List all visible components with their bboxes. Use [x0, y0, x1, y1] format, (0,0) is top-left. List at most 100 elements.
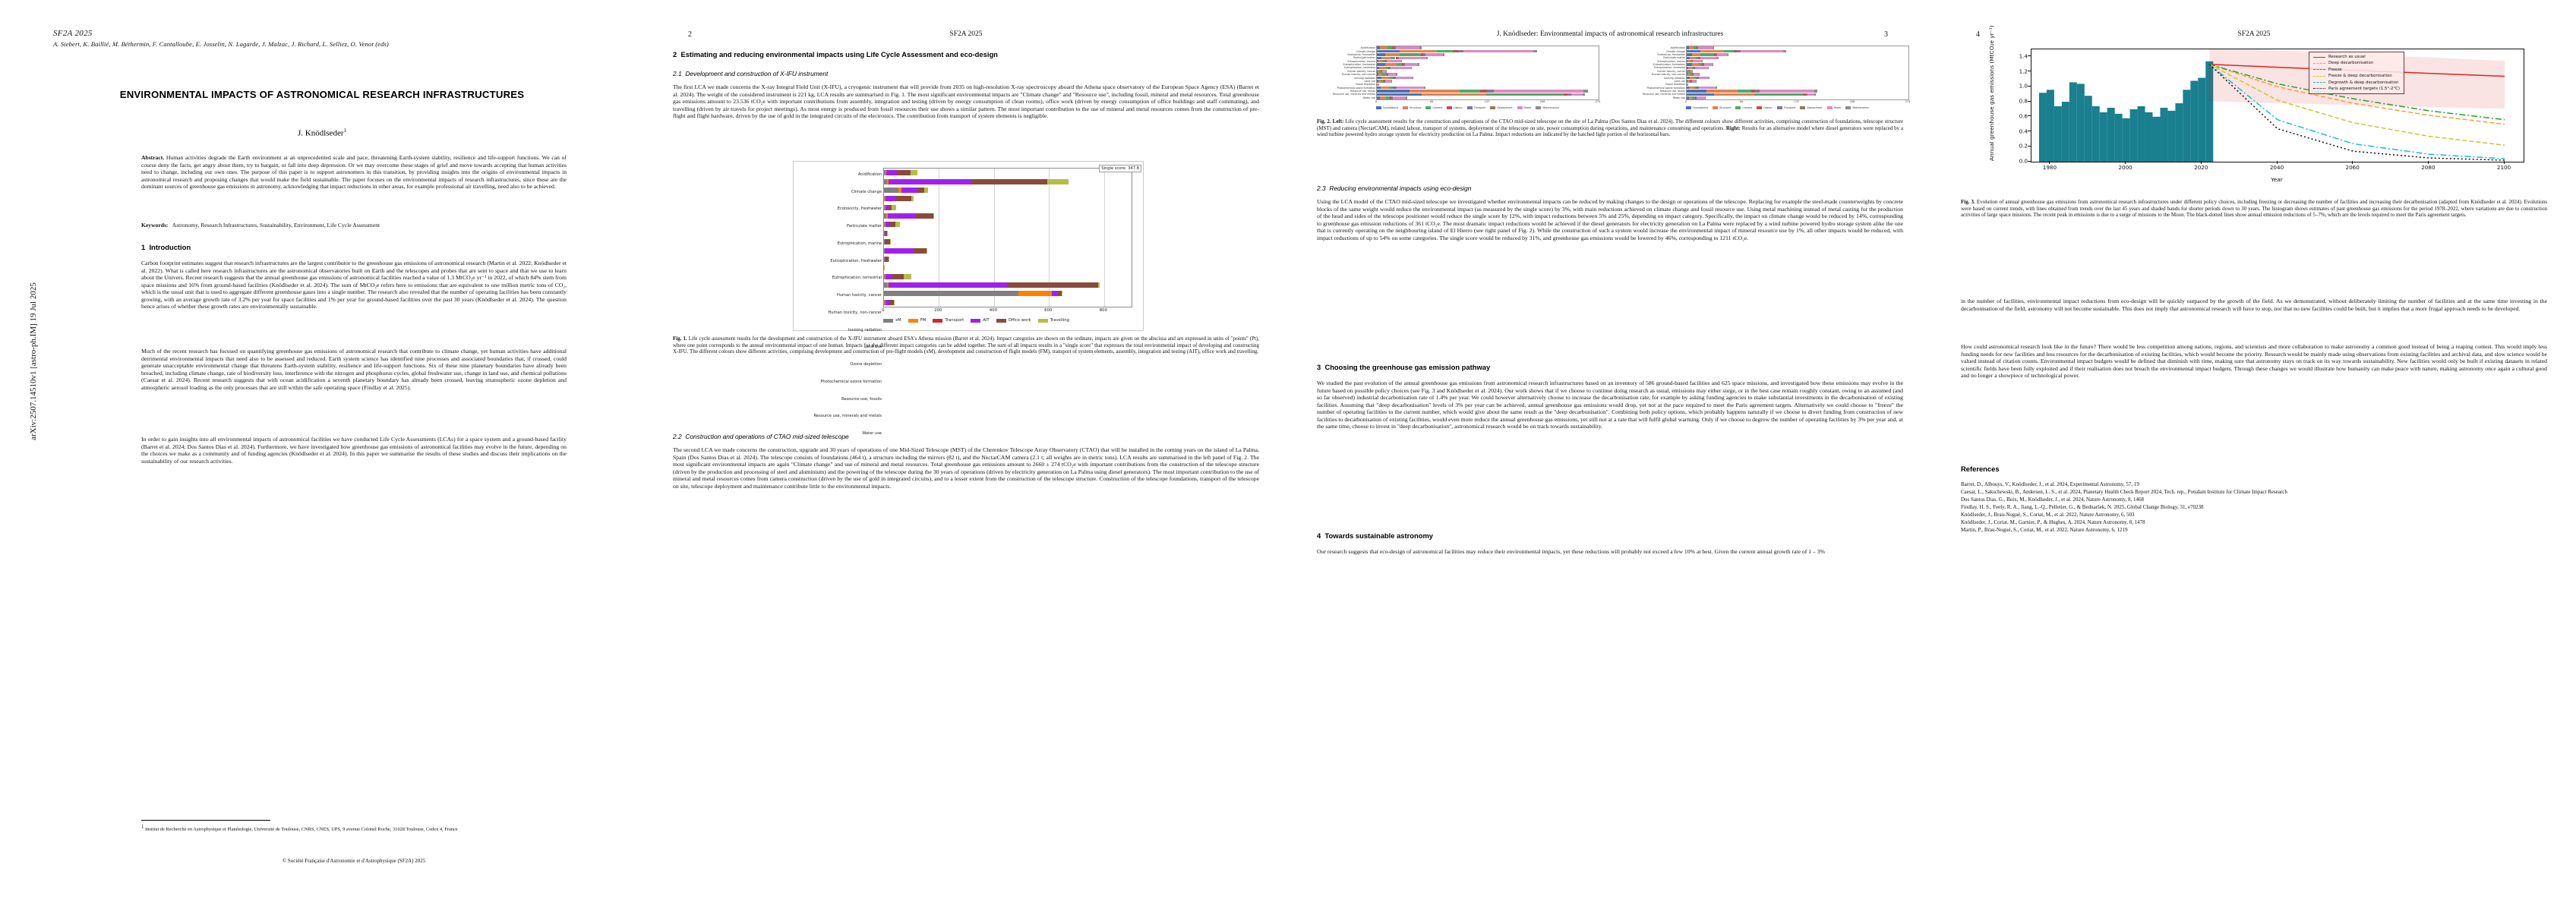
figure-3-legend-item: Deep decarbonisation — [2313, 61, 2400, 65]
figure-2-category-label: Human toxicity, cancer — [1347, 69, 1375, 73]
figure-1-bar-segment — [898, 187, 902, 193]
figure-2-bar-segment — [1687, 56, 1690, 59]
figure-2-bar-segment — [1425, 53, 1444, 56]
figure-2-bar-segment — [1564, 93, 1568, 96]
figure-2-bar-row: Eutrophication, freshwater — [1343, 63, 1599, 66]
figure-1-category-label: Eutrophication, terrestrial — [832, 276, 882, 281]
figure-2-bar-segment — [1713, 53, 1716, 56]
figure-1-category-label: Land use — [863, 345, 882, 350]
figure-1-bar-segment — [1051, 291, 1053, 297]
figure-1-bar-segment — [886, 178, 889, 184]
figure-2-bar-segment — [1754, 90, 1758, 93]
figure-2-legend: Foundations Structure Camera Labour Transpor… — [1376, 106, 1598, 109]
figure-2-category-label: Ozone depletion — [1665, 83, 1685, 87]
copyright-notice: © Société Française d'Astronomie et d'As… — [282, 858, 426, 864]
figure-3-y-tick: 0.8 — [2019, 97, 2028, 105]
figure-2-bar-segment — [1459, 90, 1481, 93]
figure-1-label: Fig. 1. — [673, 336, 687, 342]
figure-2-bar-row: Human toxicity, non-cancer — [1342, 73, 1599, 76]
figure-2-bar-row: Climate change — [1356, 49, 1599, 53]
figure-2-legend-item: Structure — [1403, 106, 1421, 109]
figure-2-category-label: Eutrophication, terrestrial — [1344, 66, 1375, 70]
figure-1-bar-row: Photochemical ozone formation — [820, 273, 1132, 384]
figure-3-y-tick-mark — [2028, 115, 2031, 117]
figure-2-bar-segment — [1689, 76, 1694, 80]
figure-2-bar-segment — [1690, 70, 1693, 73]
figure-1-legend-item: FM — [908, 318, 926, 323]
figure-1-bar-row: Acidification — [858, 170, 1132, 177]
figure-1-bar-segment — [1046, 178, 1069, 184]
figure-2-bar-segment — [1698, 63, 1703, 66]
figure-1-x-tick: 600 — [1044, 308, 1053, 313]
figure-2-bar-row: Eutrophication, freshwater — [1653, 63, 1908, 66]
figure-2-category-label: Ecotoxicity, freshwater — [1657, 52, 1685, 56]
figure-1-bar-segment — [1058, 291, 1062, 297]
figure-3-plot-area — [2031, 49, 2524, 162]
subsection-2-2-title: Construction and operations of CTAO mid-… — [685, 433, 849, 440]
figure-2-bar-segment — [1403, 63, 1405, 66]
figure-3-x-tick-mark — [2352, 161, 2353, 164]
abstract-text: Human activities degrade the Earth envir… — [141, 154, 567, 191]
figure-2-bar-segment — [1737, 49, 1739, 53]
figure-3-legend-label: Deep decarbonisation — [2328, 61, 2374, 66]
figure-2-legend-label: Maintenance — [1542, 106, 1559, 109]
figure-3-y-tick: 1.2 — [2019, 68, 2028, 75]
page-number-2: 2 — [688, 30, 692, 39]
figure-2-bar-segment — [1723, 49, 1735, 53]
figure-2-bar-row: Ecotoxicity, freshwater — [1348, 53, 1599, 56]
figure-2-bar-segment — [1377, 86, 1381, 90]
section-heading-3: 3 Choosing the greenhouse gas emission p… — [1317, 363, 1490, 371]
figure-2-bar-segment — [1694, 66, 1695, 70]
figure-2-bar-segment — [1694, 86, 1697, 90]
figure-2-bar-segment — [1687, 49, 1701, 53]
reference-item: Knödlseder, J., Coriat, M., Garnier, P.,… — [1961, 519, 2145, 525]
keywords: Keywords: Astronomy, Research Infrastruc… — [141, 222, 567, 229]
figure-2-left-plot: Acidification Climate change Ecotoxicity, … — [1333, 46, 1599, 100]
figure-2-right-plot: Acidification Climate change Ecotoxicity, … — [1643, 46, 1909, 100]
figure-2-bar-segment — [1706, 90, 1738, 93]
figure-2-bar-segment — [1716, 53, 1717, 56]
figure-1-bar-segment — [1052, 291, 1059, 297]
figure-1-bar-segment — [884, 230, 885, 236]
figure-2-bar-segment — [1460, 49, 1463, 53]
figure-2-bar-segment — [1377, 73, 1379, 76]
figure-2-bar-segment — [1698, 76, 1709, 80]
figure-2-bar-segment — [1404, 63, 1406, 66]
figure-1-bar-segment — [915, 213, 933, 219]
figure-2-legend-swatch — [1735, 106, 1741, 109]
figure-2-bar-segment — [1399, 49, 1437, 53]
figure-2-bar-segment — [1390, 66, 1391, 70]
figure-2-category-label: Ionising radiation — [1354, 76, 1375, 80]
figure-3-x-tick: 2040 — [2269, 164, 2284, 171]
figure-3-series-line — [2209, 64, 2505, 121]
figure-2-bar-segment — [1391, 80, 1392, 83]
figure-2-category-label: Climate change — [1665, 49, 1685, 53]
figure-2-bar-segment — [1380, 96, 1386, 99]
running-head-2: SF2A 2025 — [949, 30, 983, 38]
figure-2-bar-segment — [1384, 66, 1388, 70]
figure-2-bar-segment — [1689, 86, 1694, 90]
figure-1-x-tick: 400 — [989, 308, 998, 313]
figure-2-caption: Fig. 2. Left: Life cycle assessment resu… — [1317, 118, 1903, 138]
figure-3-x-tick: 1980 — [2042, 164, 2057, 171]
figure-2-legend-label: Structure — [1410, 106, 1422, 109]
figure-1-bar-segment — [885, 239, 886, 245]
figure-2-bar-segment — [1687, 80, 1690, 83]
author-label: J. Knödlseder — [298, 128, 344, 138]
figure-2-bar-segment — [1582, 93, 1585, 96]
figure-1-category-label: Particulate matter — [846, 224, 882, 229]
figure-2-legend-label: Foundations — [1693, 106, 1709, 109]
section-2-title: Estimating and reducing environmental im… — [680, 50, 998, 58]
figure-1-category-label: Resource use, minerals and metals — [813, 414, 882, 419]
figure-2-bar-segment — [1399, 53, 1421, 56]
figure-1-bar-segment — [884, 247, 885, 254]
figure-2-bar-segment — [1378, 73, 1382, 76]
figure-2-bar-segment — [1691, 63, 1699, 66]
figure-2-legend-swatch — [1376, 106, 1381, 109]
figure-2-bar-row: Particulate matter — [1353, 56, 1599, 59]
figure-2-bar-segment — [1377, 56, 1382, 59]
figure-3-x-tick: 2000 — [2118, 164, 2132, 171]
figure-2-bar-segment — [1397, 56, 1398, 59]
figure-2-bar-segment — [1806, 93, 1807, 96]
figure-2-legend-swatch — [1845, 106, 1852, 109]
